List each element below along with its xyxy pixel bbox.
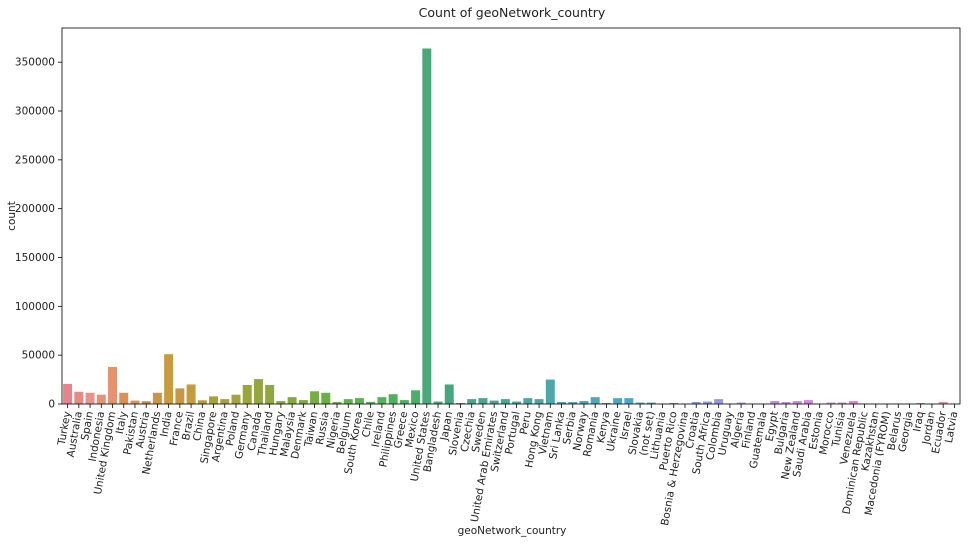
- bar-belgium: [344, 399, 353, 404]
- bar-sweden: [478, 398, 487, 404]
- bar-greece: [400, 400, 409, 404]
- bar-taiwan: [310, 391, 319, 404]
- bar-vietnam: [546, 380, 555, 404]
- bar-united-states: [422, 49, 431, 404]
- bar-indonesia: [97, 395, 106, 404]
- bar-russia: [321, 393, 330, 404]
- bar-venezuela: [849, 401, 858, 404]
- bar-germany: [243, 385, 252, 404]
- bar-malaysia: [288, 397, 297, 404]
- y-tick-label: 100000: [15, 301, 55, 313]
- bar-pakistan: [130, 401, 139, 404]
- bar-south-korea: [355, 398, 364, 404]
- bar-france: [175, 388, 184, 404]
- bar-hungary: [276, 401, 285, 404]
- bar-egypt: [770, 401, 779, 404]
- x-axis-label: geoNetwork_country: [458, 525, 567, 537]
- bar-norway: [579, 401, 588, 404]
- bar-hong-kong: [535, 399, 544, 404]
- bar-new-zealand: [793, 401, 802, 404]
- chart-title: Count of geoNetwork_country: [419, 5, 606, 20]
- bar-china: [198, 400, 207, 404]
- bar-argentina: [220, 399, 229, 404]
- bar-israel: [624, 398, 633, 404]
- y-tick-label: 350000: [15, 57, 55, 69]
- bar-united-kingdom: [108, 367, 117, 404]
- bar-italy: [119, 393, 128, 404]
- y-tick-label: 50000: [22, 350, 55, 362]
- bar-ukraine: [613, 398, 622, 404]
- y-tick-label: 250000: [15, 154, 55, 166]
- y-axis: 0 50000 100000 150000 200000 250000 300000 3500…: [15, 57, 62, 411]
- bar-india: [164, 354, 173, 404]
- y-tick-label: 0: [48, 399, 55, 411]
- bar-netherlands: [153, 393, 162, 404]
- bar-ireland: [377, 397, 386, 404]
- y-tick-label: 200000: [15, 203, 55, 215]
- bar-australia: [74, 392, 83, 404]
- bar-colombia: [714, 399, 723, 404]
- plot-frame: [62, 28, 960, 404]
- bar-poland: [232, 395, 241, 404]
- bar-turkey: [63, 384, 72, 404]
- bar-peru: [523, 398, 532, 404]
- bar-philippines: [389, 394, 398, 404]
- y-tick-label: 300000: [15, 106, 55, 118]
- bar-brazil: [187, 384, 196, 404]
- bar-romania: [591, 397, 600, 404]
- bar-canada: [254, 379, 263, 404]
- bar-switzerland: [501, 399, 510, 404]
- bar-singapore: [209, 396, 218, 404]
- bar-saudi-arabia: [804, 400, 813, 404]
- bar-mexico: [411, 390, 420, 404]
- bar-united-arab-emirates: [490, 401, 499, 404]
- bar-japan: [445, 384, 454, 404]
- bar-denmark: [299, 400, 308, 404]
- bar-czechia: [467, 399, 476, 404]
- bars-layer: [63, 49, 959, 404]
- y-tick-label: 150000: [15, 252, 55, 264]
- bar-austria: [142, 401, 151, 404]
- bar-spain: [86, 393, 95, 404]
- bar-thailand: [265, 385, 274, 404]
